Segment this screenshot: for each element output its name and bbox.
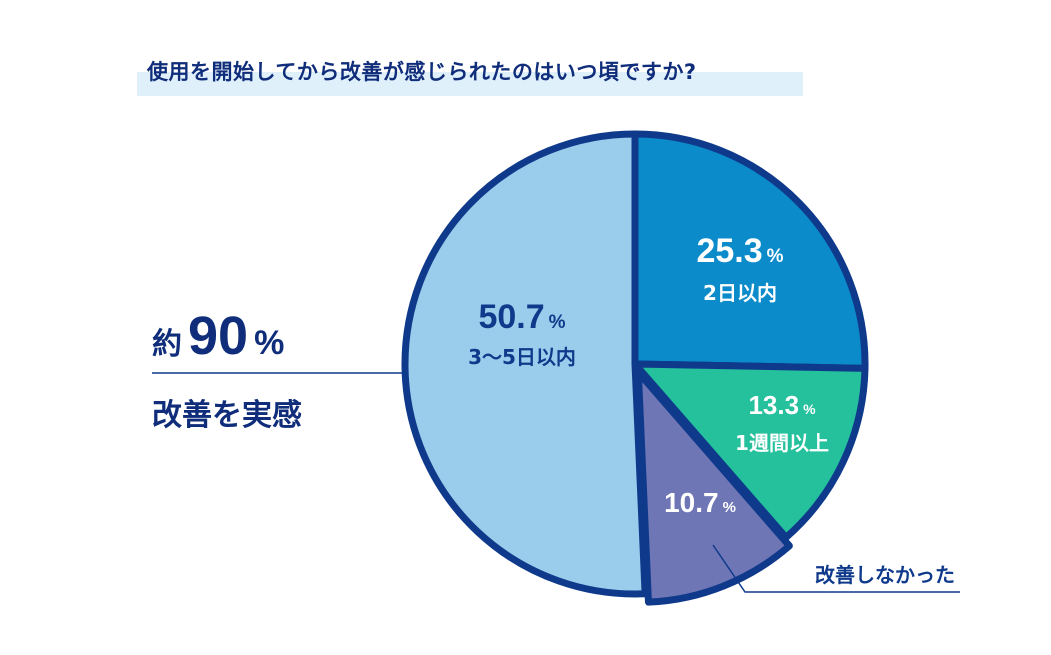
- slice-value-label-0: 25.3%: [696, 232, 783, 270]
- callout-prefix: 約: [152, 327, 182, 362]
- pie-slice-0: [631, 130, 869, 372]
- pie-slice-2: [634, 368, 793, 606]
- no-improvement-leader-line: [712, 544, 960, 593]
- slice-category-label-1: 1週間以上: [735, 431, 829, 455]
- slice-category-label-3: 3〜5日以内: [468, 345, 576, 369]
- slice-value-label-2: 10.7%: [664, 487, 736, 518]
- callout-value: 90: [188, 306, 249, 366]
- pie-slice-3: [401, 130, 649, 598]
- chart-title-block: 使用を開始してから改善が感じられたのはいつ頃ですか?: [137, 52, 803, 96]
- pie-slice-1: [631, 360, 869, 541]
- slice-value-label-3: 50.7%: [478, 298, 565, 336]
- title-highlight: [137, 72, 803, 96]
- callout-unit: %: [254, 324, 285, 362]
- slice-category-label-0: 2日以内: [703, 281, 777, 305]
- slice-category-label-2: 改善しなかった: [815, 563, 955, 587]
- callout-caption: 改善を実感: [152, 398, 302, 433]
- slice-value-label-1: 13.3%: [748, 390, 816, 420]
- callout-headline: 約 90%: [152, 305, 284, 367]
- chart-title: 使用を開始してから改善が感じられたのはいつ頃ですか?: [147, 60, 697, 84]
